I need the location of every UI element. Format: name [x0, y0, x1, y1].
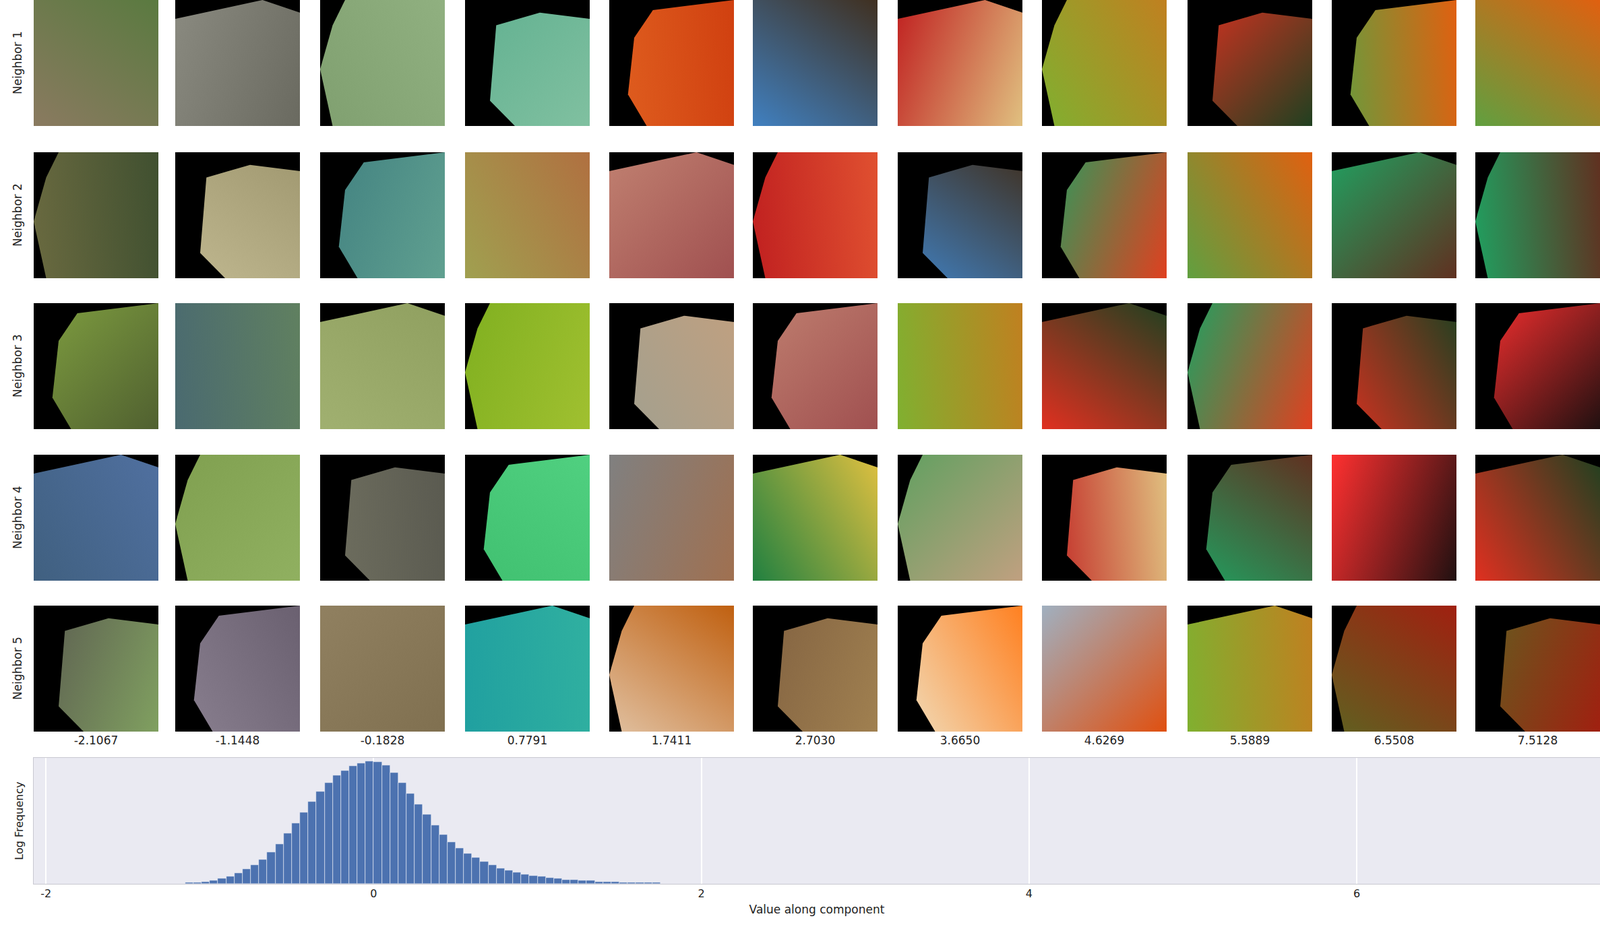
html-text:6.5508: 6.5508	[1374, 733, 1415, 748]
html-text:Neighbor 5: Neighbor 5	[10, 636, 25, 701]
html-text:2.7030: 2.7030	[795, 733, 836, 748]
html-text:3.6650: 3.6650	[940, 733, 981, 748]
html-text:0.7791: 0.7791	[507, 733, 548, 748]
svg-text:-2: -2	[40, 887, 52, 901]
svg-text:6: 6	[1353, 887, 1361, 901]
html-text:Neighbor 2: Neighbor 2	[10, 183, 25, 247]
html-text:-0.1828: -0.1828	[360, 733, 405, 748]
html-text:7.5128: 7.5128	[1517, 733, 1558, 748]
html-text:5.5889: 5.5889	[1229, 733, 1270, 748]
svg-text:Log Frequency: Log Frequency	[12, 781, 26, 860]
html-text:Neighbor 3: Neighbor 3	[10, 334, 25, 398]
html-text:Neighbor 4: Neighbor 4	[10, 485, 25, 550]
html-text:-1.1448: -1.1448	[215, 733, 260, 748]
svg-text:2: 2	[698, 887, 705, 901]
svg-text:0: 0	[370, 887, 377, 901]
html-text:-2.1067: -2.1067	[73, 733, 119, 748]
svg-text:Value along component: Value along component	[749, 903, 885, 917]
svg-text:4: 4	[1025, 887, 1033, 901]
html-text:4.6269: 4.6269	[1084, 733, 1125, 748]
html-text:Neighbor 1: Neighbor 1	[10, 31, 25, 95]
html-text:1.7411: 1.7411	[651, 733, 692, 748]
